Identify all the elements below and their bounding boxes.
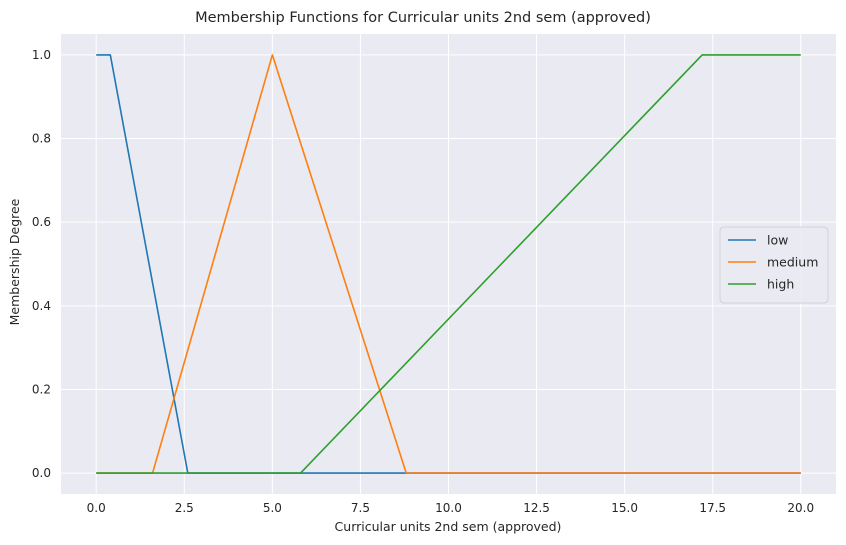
x-tick-label: 0.0 xyxy=(87,501,106,515)
x-tick-label: 20.0 xyxy=(787,501,814,515)
y-tick-labels: 0.0 0.2 0.4 0.6 0.8 1.0 xyxy=(32,48,51,480)
x-tick-label: 17.5 xyxy=(699,501,726,515)
y-tick-label: 0.0 xyxy=(32,466,51,480)
series-lines xyxy=(96,54,801,474)
x-tick-label: 7.5 xyxy=(351,501,370,515)
y-tick-label: 0.8 xyxy=(32,132,51,146)
x-tick-label: 15.0 xyxy=(611,501,638,515)
y-tick-label: 0.2 xyxy=(32,382,51,396)
series-line-high xyxy=(96,54,801,474)
x-tick-label: 5.0 xyxy=(263,501,282,515)
legend: low medium high xyxy=(719,226,829,304)
x-tick-label: 12.5 xyxy=(523,501,550,515)
legend-label-high: high xyxy=(767,277,794,292)
y-axis-label: Membership Degree xyxy=(7,198,22,325)
legend-label-low: low xyxy=(767,233,788,248)
x-axis-label: Curricular units 2nd sem (approved) xyxy=(335,519,562,534)
x-tick-label: 10.0 xyxy=(435,501,462,515)
y-tick-label: 0.4 xyxy=(32,299,51,313)
y-tick-label: 0.6 xyxy=(32,215,51,229)
y-tick-label: 1.0 xyxy=(32,48,51,62)
x-tick-label: 2.5 xyxy=(175,501,194,515)
chart-title: Membership Functions for Curricular unit… xyxy=(195,10,651,26)
legend-label-medium: medium xyxy=(767,255,818,270)
x-tick-labels: 0.0 2.5 5.0 7.5 10.0 12.5 15.0 17.5 20.0 xyxy=(87,501,814,515)
